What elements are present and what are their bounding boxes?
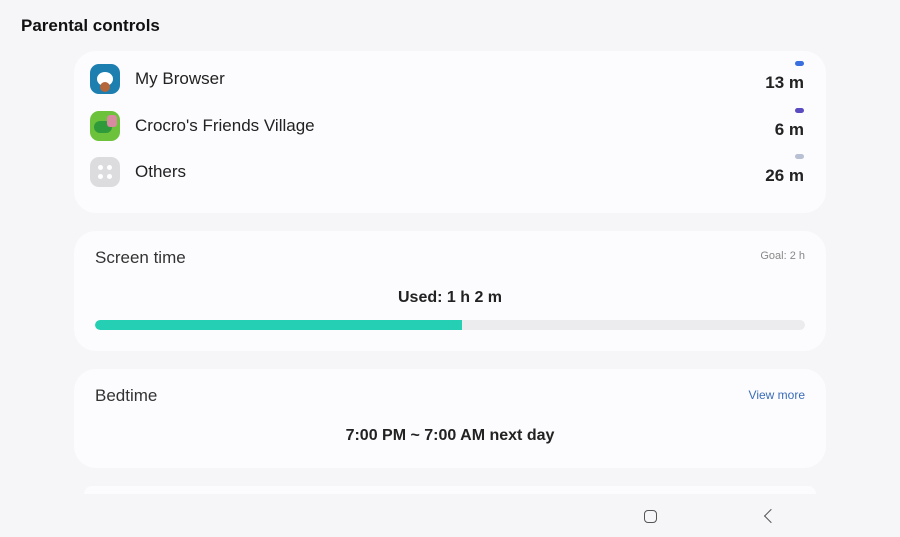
goal-label: Goal: 2 h (760, 250, 805, 262)
legend-dot (795, 154, 804, 159)
app-row-others[interactable]: Others 26 m (90, 154, 804, 190)
progress-fill (95, 320, 463, 330)
next-card-peek (84, 486, 816, 494)
others-grid-icon (90, 157, 120, 187)
app-name: Crocro's Friends Village (135, 116, 315, 135)
app-time: 26 m (765, 166, 804, 185)
app-name: My Browser (135, 69, 225, 88)
app-usage-card: My Browser 13 m Crocro's Friends Village… (74, 51, 826, 213)
view-more-link[interactable]: View more (748, 388, 805, 402)
legend-dot (795, 61, 804, 66)
browser-app-icon (90, 64, 120, 94)
bedtime-card[interactable]: Bedtime View more 7:00 PM ~ 7:00 AM next… (74, 369, 826, 468)
app-row-my-browser[interactable]: My Browser 13 m (90, 61, 804, 97)
app-name: Others (135, 162, 187, 181)
screen-time-label: Screen time (95, 248, 186, 267)
app-time: 6 m (774, 120, 804, 139)
page-title: Parental controls (21, 16, 160, 35)
home-icon[interactable] (644, 510, 657, 523)
legend-dot (795, 108, 804, 113)
screen-time-progress-bar (95, 320, 805, 330)
bedtime-schedule: 7:00 PM ~ 7:00 AM next day (345, 427, 555, 444)
app-time: 13 m (765, 73, 804, 92)
back-icon[interactable] (763, 508, 779, 524)
used-label: Used: 1 h 2 m (397, 289, 503, 306)
bedtime-label: Bedtime (95, 386, 158, 405)
navigation-bar (0, 494, 900, 537)
screen-time-card[interactable]: Screen time Goal: 2 h Used: 1 h 2 m (74, 231, 826, 351)
app-row-crocro[interactable]: Crocro's Friends Village 6 m (90, 108, 804, 144)
crocro-app-icon (90, 111, 120, 141)
